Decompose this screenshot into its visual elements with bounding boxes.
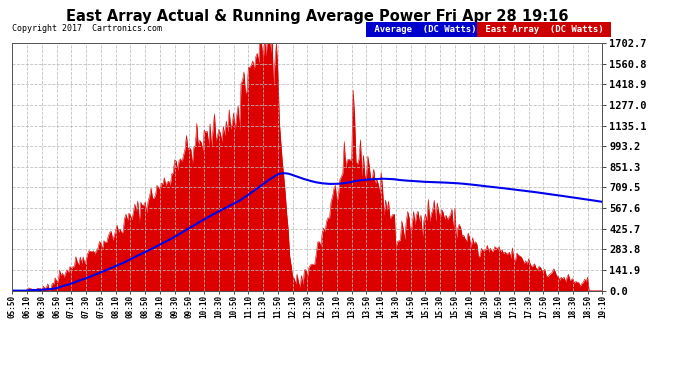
Text: East Array  (DC Watts): East Array (DC Watts) bbox=[480, 25, 609, 34]
Text: Copyright 2017  Cartronics.com: Copyright 2017 Cartronics.com bbox=[12, 24, 162, 33]
Text: Average  (DC Watts): Average (DC Watts) bbox=[369, 25, 482, 34]
Text: East Array Actual & Running Average Power Fri Apr 28 19:16: East Array Actual & Running Average Powe… bbox=[66, 9, 569, 24]
